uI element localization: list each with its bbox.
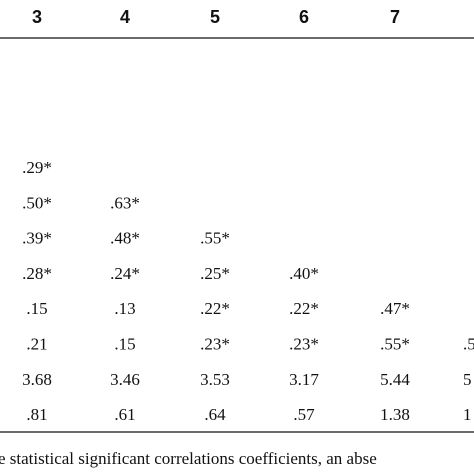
table-cell: 1.38 bbox=[380, 405, 410, 424]
table-body: 3 4 5 6 7 .29* .50* .63* .39* .48* .55* .28* .24* .25… bbox=[22, 7, 474, 424]
footnote: e statistical significant correlations c… bbox=[0, 449, 377, 468]
table-cell: .22* bbox=[200, 299, 230, 318]
table-cell: 3.17 bbox=[289, 370, 319, 389]
table-cell: 3.68 bbox=[22, 370, 52, 389]
table-cell: .57 bbox=[293, 405, 315, 424]
table-cell: .15 bbox=[26, 299, 47, 318]
column-header: 6 bbox=[299, 7, 309, 27]
table-cell: .48* bbox=[110, 229, 140, 248]
table-cell: 5 bbox=[463, 370, 472, 389]
table-cell: 3.46 bbox=[110, 370, 140, 389]
column-header: 3 bbox=[32, 7, 42, 27]
table-cell: .50* bbox=[22, 193, 52, 212]
table-cell: .29* bbox=[22, 158, 52, 177]
table-cell: .40* bbox=[289, 264, 319, 283]
table-cell: 3.53 bbox=[200, 370, 230, 389]
table-cell: .61 bbox=[114, 405, 135, 424]
table-cell: .15 bbox=[114, 335, 135, 354]
table-cell: .13 bbox=[114, 299, 135, 318]
table-cell: .63* bbox=[110, 193, 140, 212]
table-cell: .81 bbox=[26, 405, 47, 424]
table-cell: .55* bbox=[380, 335, 410, 354]
table-cell: .64 bbox=[204, 405, 226, 424]
table-cell: .5 bbox=[463, 335, 474, 354]
table-cell: .39* bbox=[22, 229, 52, 248]
table-cell: .23* bbox=[200, 335, 230, 354]
table-cell: .47* bbox=[380, 299, 410, 318]
table-cell: 5.44 bbox=[380, 370, 410, 389]
table-cell: .55* bbox=[200, 229, 230, 248]
table-cell: .21 bbox=[26, 335, 47, 354]
table-cell: .22* bbox=[289, 299, 319, 318]
table-cell: .24* bbox=[110, 264, 140, 283]
column-header: 5 bbox=[210, 7, 220, 27]
column-header: 7 bbox=[390, 7, 400, 27]
column-header: 4 bbox=[120, 7, 130, 27]
table-cell: .25* bbox=[200, 264, 230, 283]
table-cell: .23* bbox=[289, 335, 319, 354]
table-cell: 1 bbox=[463, 405, 472, 424]
table-cell: .28* bbox=[22, 264, 52, 283]
